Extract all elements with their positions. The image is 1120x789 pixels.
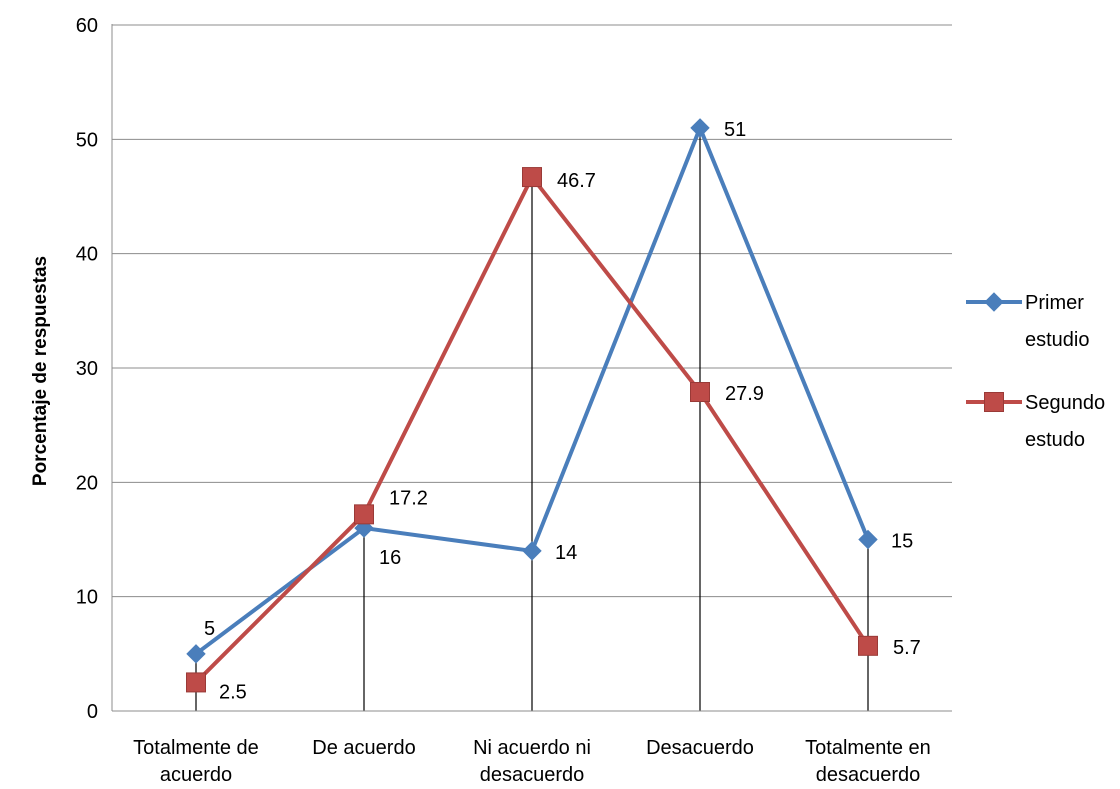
y-tick-label: 0 <box>87 701 98 723</box>
data-label: 5.7 <box>893 637 921 659</box>
series-group: 5 16 14 51 15 2.5 17.2 46.7 27.9 5.7 <box>186 118 921 703</box>
y-tick-label: 60 <box>76 15 98 37</box>
data-point-square <box>354 504 374 525</box>
y-tick-label: 20 <box>76 472 98 494</box>
x-category-label: Totalmente en desacuerdo <box>805 737 931 786</box>
data-label: 5 <box>204 618 215 640</box>
data-point-square <box>858 635 878 656</box>
data-point-diamond <box>522 541 542 561</box>
data-label: 51 <box>724 119 746 141</box>
legend-item: Primer estudio <box>966 292 1090 351</box>
legend-label: Segundo estudo <box>1025 392 1105 451</box>
data-label: 15 <box>891 531 913 553</box>
x-category-label: Ni acuerdo ni desacuerdo <box>473 737 591 786</box>
drop-lines <box>195 127 869 711</box>
legend: Primer estudio Segundo estudo <box>966 292 1105 451</box>
data-label: 17.2 <box>389 487 428 509</box>
data-point-square <box>690 382 710 403</box>
x-axis-categories: Totalmente de acuerdo De acuerdo Ni acuerdo… <box>133 737 931 786</box>
data-point-diamond <box>690 118 710 138</box>
y-tick-label: 50 <box>76 129 98 151</box>
data-label: 27.9 <box>725 383 764 405</box>
series-2: 2.5 17.2 46.7 27.9 5.7 <box>186 167 921 703</box>
data-point-diamond <box>858 529 878 550</box>
data-point-square <box>984 392 1004 412</box>
x-category-label: Desacuerdo <box>646 737 754 759</box>
data-point-square <box>522 167 542 188</box>
data-label: 14 <box>555 542 577 564</box>
y-tick-label: 40 <box>76 244 98 266</box>
data-label: 46.7 <box>557 170 596 192</box>
data-point-square <box>186 672 206 693</box>
legend-label: Primer estudio <box>1025 292 1090 351</box>
data-point-diamond <box>984 292 1004 312</box>
y-axis-ticks: 0 10 20 30 40 50 60 <box>76 15 98 723</box>
y-tick-label: 10 <box>76 587 98 609</box>
data-label: 16 <box>379 547 401 569</box>
y-axis-title: Porcentaje de respuestas <box>30 256 51 486</box>
x-category-label: De acuerdo <box>312 737 415 759</box>
data-label: 2.5 <box>219 681 247 703</box>
y-tick-label: 30 <box>76 358 98 380</box>
legend-item: Segundo estudo <box>966 392 1105 451</box>
data-point-diamond <box>186 644 206 664</box>
x-category-label: Totalmente de acuerdo <box>133 737 259 786</box>
